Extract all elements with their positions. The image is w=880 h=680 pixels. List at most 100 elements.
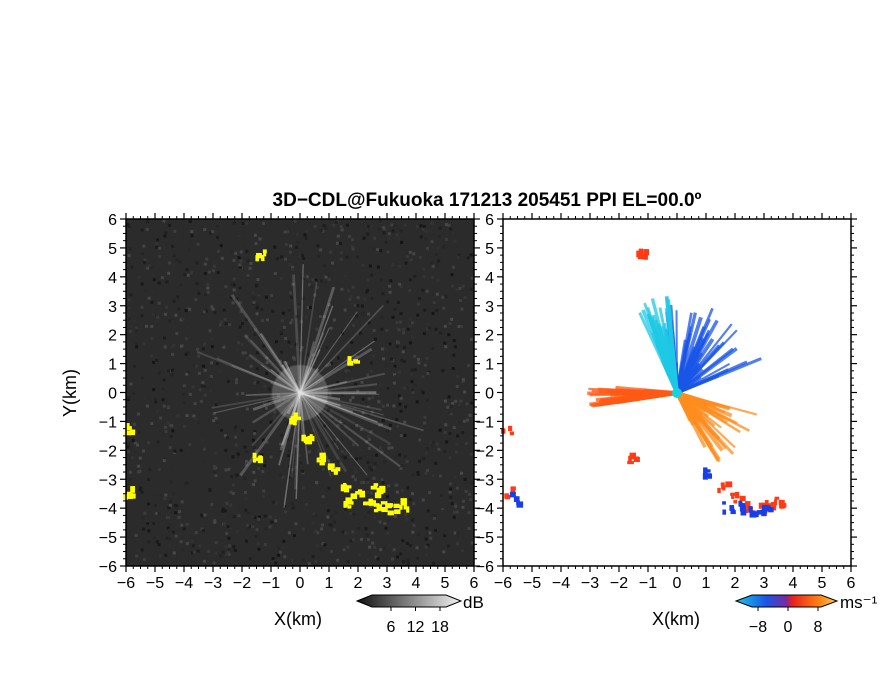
velocity-fan-ray	[675, 347, 738, 395]
noise-cell	[415, 400, 419, 404]
echo-cell	[252, 452, 257, 459]
noise-cell	[296, 240, 300, 244]
noise-cell	[216, 291, 220, 295]
noise-cell	[341, 455, 345, 459]
noise-cell	[462, 230, 466, 234]
noise-cell	[299, 348, 303, 352]
noise-cell	[366, 538, 370, 542]
noise-cell	[152, 493, 156, 497]
noise-cell	[185, 372, 189, 376]
noise-cell	[319, 229, 323, 233]
noise-cell	[369, 241, 373, 245]
noise-cell	[448, 456, 452, 460]
echo-cell	[387, 510, 394, 516]
echo-cell	[773, 499, 778, 506]
noise-cell	[163, 312, 167, 316]
noise-cell	[307, 353, 311, 357]
noise-cell	[343, 308, 347, 312]
noise-cell	[249, 481, 253, 485]
noise-cell	[354, 319, 358, 323]
noise-cell	[241, 222, 245, 226]
noise-cell	[431, 441, 435, 445]
noise-cell	[279, 448, 283, 452]
noise-cell	[202, 460, 206, 464]
noise-cell	[226, 525, 230, 529]
noise-cell	[386, 531, 390, 535]
noise-cell	[224, 448, 228, 452]
noise-cell	[405, 541, 409, 545]
noise-cell	[435, 442, 439, 446]
reflectivity-y-axis-label: Y(km)	[60, 369, 80, 417]
echo-cell	[725, 481, 733, 488]
noise-cell	[173, 449, 177, 453]
noise-cell	[203, 393, 207, 397]
x-tick-label: 0	[673, 575, 682, 592]
noise-cell	[346, 433, 350, 437]
noise-cell	[232, 221, 236, 225]
noise-cell	[413, 354, 417, 358]
noise-cell	[270, 293, 274, 297]
noise-cell	[265, 440, 269, 444]
noise-cell	[136, 549, 140, 553]
noise-cell	[353, 303, 357, 307]
noise-cell	[185, 337, 189, 341]
velocity-fan-ray	[597, 387, 678, 395]
noise-cell	[236, 336, 240, 340]
noise-cell	[126, 223, 130, 227]
noise-cell	[290, 473, 294, 477]
noise-cell	[235, 529, 239, 533]
noise-cell	[443, 324, 447, 328]
noise-cell	[233, 350, 237, 354]
noise-cell	[315, 286, 319, 290]
noise-cell	[412, 523, 416, 527]
x-tick-label: 2	[354, 575, 363, 592]
noise-cell	[212, 561, 216, 565]
noise-cell	[346, 560, 350, 564]
noise-cell	[438, 474, 442, 478]
noise-cell	[431, 346, 435, 350]
noise-cell	[174, 511, 178, 515]
noise-cell	[422, 225, 426, 229]
noise-cell	[153, 260, 157, 264]
echo-cell	[637, 254, 644, 260]
noise-cell	[179, 448, 183, 452]
noise-cell	[265, 356, 269, 360]
noise-cell	[155, 416, 159, 420]
noise-cell	[157, 543, 161, 547]
noise-cell	[425, 451, 429, 455]
noise-cell	[294, 444, 298, 448]
noise-cell	[264, 527, 268, 531]
echo-cell	[124, 430, 132, 436]
noise-cell	[365, 290, 369, 294]
noise-cell	[243, 445, 247, 449]
echo-cell	[379, 485, 386, 493]
noise-cell	[456, 542, 460, 546]
noise-cell	[328, 393, 332, 397]
noise-cell	[411, 530, 415, 534]
noise-cell	[223, 317, 227, 321]
echo-cell	[643, 254, 648, 260]
noise-cell	[441, 295, 445, 299]
x-tick-label: 3	[760, 575, 769, 592]
noise-cell	[453, 475, 457, 479]
noise-cell	[442, 245, 446, 249]
noise-cell	[455, 486, 459, 490]
noise-cell	[172, 343, 176, 347]
noise-cell	[262, 344, 266, 348]
noise-cell	[334, 511, 338, 515]
noise-cell	[416, 313, 420, 317]
noise-cell	[368, 545, 372, 549]
noise-cell	[263, 464, 267, 468]
noise-cell	[406, 486, 410, 490]
noise-cell	[141, 449, 145, 453]
noise-cell	[434, 327, 438, 331]
noise-cell	[419, 235, 423, 239]
x-tick-label: −1	[639, 575, 657, 592]
noise-cell	[295, 232, 299, 236]
noise-cell	[347, 289, 351, 293]
noise-cell	[342, 548, 346, 552]
noise-cell	[178, 260, 182, 264]
noise-cell	[189, 271, 193, 275]
noise-cell	[147, 540, 151, 544]
